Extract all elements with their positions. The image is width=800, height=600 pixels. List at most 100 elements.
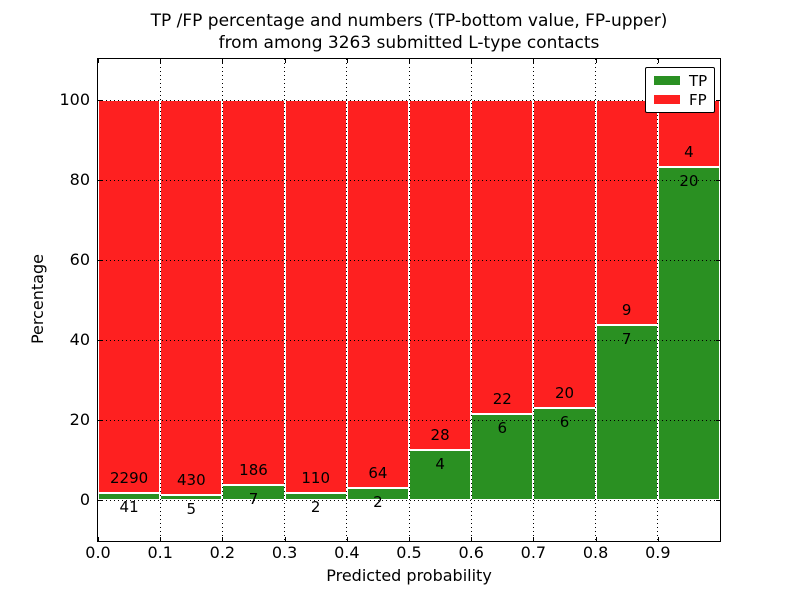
fp-bar-segment <box>471 100 534 415</box>
y-tick-label: 40 <box>69 330 90 349</box>
y-tick-mark <box>98 339 102 341</box>
x-tick-label: 0.8 <box>582 543 609 562</box>
y-tick-label: 20 <box>69 410 90 429</box>
chart-title-line-2: from among 3263 submitted L-type contact… <box>218 33 600 53</box>
tp-count-label: 6 <box>497 419 508 438</box>
gridline-vertical <box>470 59 472 541</box>
x-tick-mark <box>160 537 162 541</box>
tp-bar-segment <box>346 487 409 500</box>
x-tick-mark <box>346 59 348 63</box>
x-tick-mark <box>284 59 286 63</box>
x-tick-mark <box>160 59 162 63</box>
x-tick-mark <box>409 537 410 541</box>
tp-count-label: 4 <box>435 455 445 473</box>
fp-count-label: 22 <box>492 390 512 409</box>
legend-label-fp: FP <box>689 90 707 109</box>
fp-count-label: 430 <box>176 471 206 490</box>
y-tick-mark <box>716 339 720 341</box>
gridline-vertical <box>532 59 534 541</box>
y-tick-mark <box>98 99 102 101</box>
tp-bar-segment <box>533 407 596 500</box>
gridline-vertical <box>159 59 161 541</box>
y-tick-mark <box>98 259 102 261</box>
x-tick-label: 0.7 <box>520 543 547 562</box>
fp-bar-segment <box>222 100 285 486</box>
x-tick-mark <box>284 537 286 541</box>
tp-bar-segment <box>595 325 658 500</box>
x-tick-mark <box>222 59 224 63</box>
tp-bar-segment <box>284 492 347 500</box>
y-tick-mark <box>98 179 102 181</box>
fp-bar-segment <box>98 100 161 493</box>
x-tick-mark <box>409 59 410 63</box>
legend: TP FP <box>645 67 715 113</box>
legend-item-tp: TP <box>654 71 708 90</box>
fp-count-label: 28 <box>430 426 450 444</box>
tp-count-label: 6 <box>559 412 570 431</box>
fp-bar-segment <box>533 100 596 408</box>
gridline-vertical <box>346 59 348 541</box>
x-tick-mark <box>471 537 473 541</box>
gridline-vertical <box>221 59 223 541</box>
plot-area: TP FP 2290 41 430 5 186 7 110 2 64 2 28 4 22 6 20 6 9 7 4 2… <box>97 58 721 542</box>
gridline-vertical <box>284 59 286 541</box>
tp-count-label: 2 <box>373 492 383 511</box>
x-tick-label: 0.6 <box>458 543 484 562</box>
y-tick-label: 60 <box>69 250 90 269</box>
y-tick-label: 0 <box>79 490 90 509</box>
x-tick-mark <box>471 59 473 63</box>
gridline-vertical <box>408 59 410 541</box>
y-tick-mark <box>716 419 720 421</box>
fp-bar-segment <box>346 100 409 488</box>
x-tick-mark <box>98 59 99 63</box>
x-tick-mark <box>533 59 535 63</box>
tp-bar-segment <box>471 414 534 500</box>
x-axis-label: Predicted probability <box>326 566 492 585</box>
fp-count-label: 9 <box>621 301 632 319</box>
x-tick-label: 0.4 <box>334 543 360 562</box>
tp-count-label: 2 <box>310 497 321 516</box>
legend-label-tp: TP <box>689 71 708 90</box>
tp-legend-swatch <box>654 76 680 85</box>
tp-count-label: 41 <box>119 497 139 516</box>
fp-bar-segment <box>595 100 658 325</box>
x-tick-mark <box>595 537 597 541</box>
y-tick-mark <box>716 499 720 501</box>
chart-title-line-1: TP /FP percentage and numbers (TP-bottom… <box>150 11 668 31</box>
x-tick-mark <box>222 537 224 541</box>
tp-count-label: 7 <box>248 490 259 509</box>
fp-bar-segment <box>409 100 472 450</box>
gridline-vertical <box>657 59 659 541</box>
tp-bar-segment <box>657 166 720 500</box>
fp-count-label: 2290 <box>110 468 149 487</box>
tp-bar-segment <box>98 492 161 500</box>
legend-item-fp: FP <box>654 90 707 109</box>
tp-count-label: 7 <box>621 330 632 348</box>
fp-count-label: 186 <box>239 461 268 480</box>
fp-bar-segment <box>284 100 347 493</box>
gridline-vertical <box>595 59 597 541</box>
y-tick-mark <box>716 179 720 181</box>
tp-count-label: 5 <box>186 500 197 519</box>
x-tick-label: 0.1 <box>147 543 173 562</box>
x-tick-mark <box>657 537 659 541</box>
x-tick-mark <box>98 537 99 541</box>
x-tick-mark <box>533 537 535 541</box>
y-tick-mark <box>98 419 102 421</box>
x-tick-label: 0.0 <box>85 543 111 562</box>
fp-count-label: 4 <box>684 142 694 161</box>
y-tick-label: 80 <box>69 170 90 189</box>
x-tick-label: 0.3 <box>271 543 298 562</box>
tp-count-label: 20 <box>679 171 699 190</box>
x-tick-mark <box>346 537 348 541</box>
x-tick-mark <box>657 59 659 63</box>
y-tick-mark <box>716 259 720 261</box>
x-tick-label: 0.9 <box>645 543 671 562</box>
fp-legend-swatch <box>654 95 680 104</box>
fp-count-label: 20 <box>554 383 575 402</box>
y-tick-mark <box>716 99 720 101</box>
tp-bar-segment <box>409 450 472 500</box>
fp-count-label: 64 <box>368 463 388 482</box>
y-tick-label: 100 <box>59 90 90 109</box>
